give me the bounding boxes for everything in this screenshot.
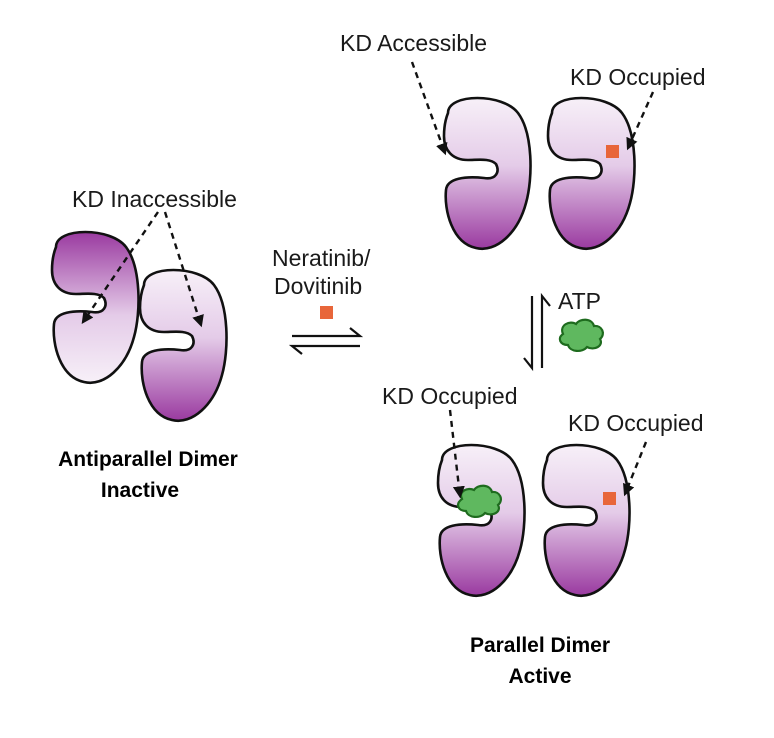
label-dovitinib: Dovitinib (274, 273, 362, 299)
kinase-lobe-icon (546, 96, 636, 251)
pointer-arrow (448, 409, 465, 499)
pointer-arrow (410, 61, 448, 156)
atp-blob-icon (456, 484, 502, 518)
drug-square-icon (606, 145, 619, 158)
kinase-lobe-icon (138, 268, 228, 423)
top-dimer (442, 96, 636, 251)
label-kd-occupied-top: KD Occupied (570, 64, 706, 90)
kinase-lobe-icon (541, 443, 631, 598)
label-kd-inaccessible: KD Inaccessible (72, 186, 237, 212)
pointer-arrow (163, 211, 204, 328)
title-inactive: Inactive (101, 479, 179, 502)
bottom-dimer (436, 443, 631, 598)
equilibrium-arrows-icon (523, 292, 551, 372)
kinase-lobe-icon (442, 96, 532, 251)
atp-blob-icon (558, 318, 604, 352)
kinase-lobe-icon (50, 230, 140, 385)
pointer-arrow (623, 441, 648, 497)
label-neratinib: Neratinib/ (272, 245, 371, 271)
pointer-arrow (81, 211, 159, 324)
title-antiparallel: Antiparallel Dimer (58, 448, 238, 471)
label-kd-occupied-right: KD Occupied (568, 410, 704, 436)
title-active: Active (508, 665, 571, 688)
label-kd-occupied-left: KD Occupied (382, 383, 518, 409)
label-kd-accessible: KD Accessible (340, 30, 487, 56)
antiparallel-dimer (50, 230, 228, 423)
kinase-lobe-icon (436, 443, 526, 598)
title-parallel: Parallel Dimer (470, 634, 610, 657)
drug-square-icon (603, 492, 616, 505)
equilibrium-arrows-icon (288, 327, 364, 355)
drug-square-icon (320, 306, 333, 319)
label-atp: ATP (558, 288, 601, 314)
